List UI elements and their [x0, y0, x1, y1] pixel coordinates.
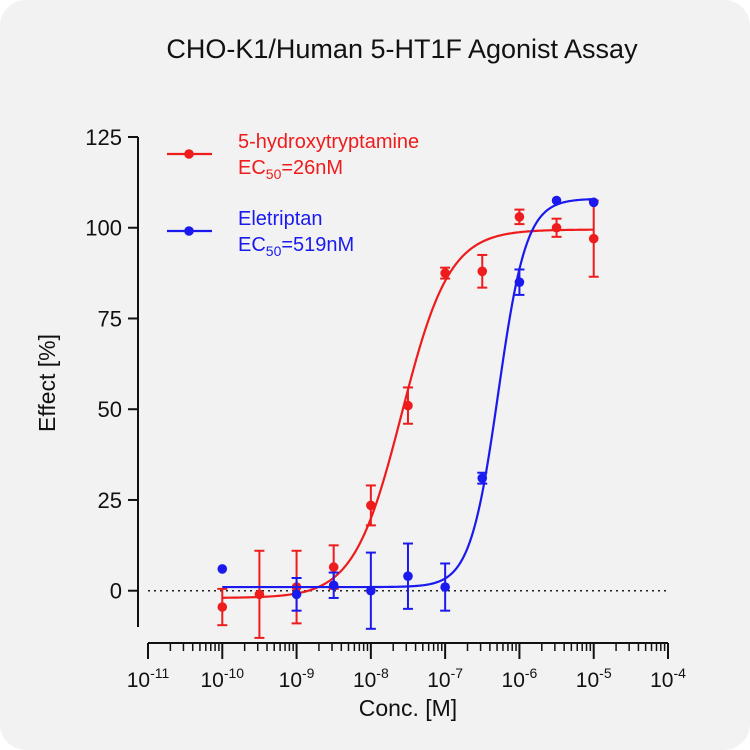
- x-axis-label: Conc. [M]: [359, 695, 457, 721]
- data-point: [366, 585, 376, 596]
- data-point: [217, 602, 228, 612]
- data-point: [440, 268, 450, 278]
- y-tick-label: 125: [85, 125, 122, 150]
- y-tick-label: 100: [85, 216, 122, 241]
- x-tick-label: 10-7: [427, 665, 463, 692]
- x-tick-label: 10-10: [200, 665, 244, 692]
- y-tick-label: 0: [110, 579, 122, 604]
- y-tick-label: 75: [98, 306, 122, 331]
- legend-ec50: EC50=26nM: [238, 157, 343, 182]
- y-axis-label: Effect [%]: [34, 334, 60, 432]
- data-point: [403, 400, 413, 411]
- data-point: [477, 266, 488, 277]
- legend-marker: [184, 226, 194, 236]
- x-tick-label: 10-8: [353, 665, 389, 692]
- legend-label: 5-hydroxytryptamine: [238, 131, 419, 153]
- data-point: [551, 222, 562, 233]
- plot-area: [148, 195, 668, 639]
- data-point: [366, 500, 376, 511]
- data-point: [551, 195, 562, 206]
- series-eletriptan: [217, 195, 599, 630]
- data-point: [328, 580, 339, 591]
- x-tick-label: 10-4: [650, 665, 686, 692]
- x-tick-label: 10-9: [279, 665, 315, 692]
- data-point: [514, 212, 525, 222]
- data-point: [217, 564, 228, 574]
- x-tick-label: 10-6: [502, 665, 538, 692]
- x-tick-label: 10-5: [576, 665, 612, 692]
- data-point: [477, 473, 488, 483]
- x-tick-label: 10-11: [127, 665, 170, 692]
- data-point: [588, 233, 599, 244]
- legend-label: Eletriptan: [238, 208, 323, 230]
- data-point: [588, 197, 599, 208]
- legend-ec50: EC50=519nM: [238, 234, 354, 259]
- data-point: [440, 582, 450, 592]
- y-tick-label: 25: [98, 488, 122, 513]
- data-point: [328, 562, 339, 572]
- data-point: [514, 277, 525, 287]
- data-point: [291, 589, 302, 600]
- legend-marker: [184, 149, 194, 159]
- chart-title: CHO-K1/Human 5-HT1F Agonist Assay: [166, 34, 638, 64]
- y-tick-label: 50: [98, 397, 122, 422]
- axes: 0 25 50 75 100 125 10-11 10-10 10-9 10-8 10-7 10-6 1…: [85, 125, 686, 692]
- legend: 5-hydroxytryptamine EC50=26nM Eletriptan EC…: [167, 131, 419, 259]
- data-point: [403, 571, 413, 581]
- data-point: [254, 589, 265, 600]
